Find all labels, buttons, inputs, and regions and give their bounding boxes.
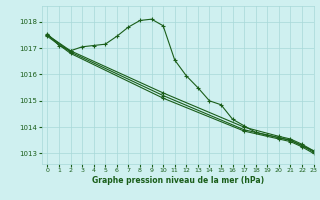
X-axis label: Graphe pression niveau de la mer (hPa): Graphe pression niveau de la mer (hPa) <box>92 176 264 185</box>
